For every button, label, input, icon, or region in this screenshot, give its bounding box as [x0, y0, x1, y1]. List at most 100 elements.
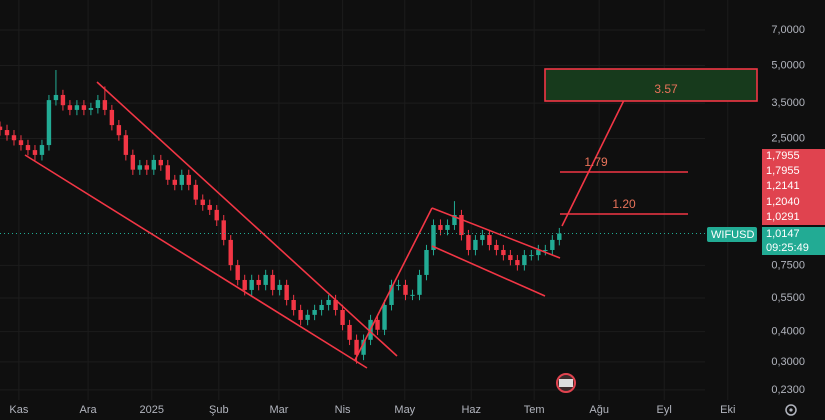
candle-body [95, 100, 101, 109]
candle-body [480, 235, 485, 240]
flag-icon[interactable] [556, 373, 576, 393]
symbol-tag: WIFUSD [711, 229, 754, 241]
y-tick-label: 0,7500 [771, 259, 805, 271]
candle-body [494, 245, 499, 250]
candle-body [25, 145, 31, 151]
symbol-tag-bg [707, 227, 757, 242]
candle-body [165, 165, 170, 180]
candle-body [214, 209, 219, 221]
last-price-tag-bg [762, 227, 825, 255]
candle-body [249, 279, 254, 290]
candle-body [74, 105, 80, 110]
x-tick-label: Eyl [657, 404, 672, 416]
drawings: 3.57 1.79 1.20 [24, 68, 758, 369]
price-tags: 1,7955 1,7955 1,2141 1,2040 1,0291 WIFUS… [707, 149, 825, 255]
x-tick-label: 2025 [139, 404, 163, 416]
candle-body [347, 324, 352, 340]
flag [559, 379, 573, 387]
x-tick-label: Tem [524, 404, 545, 416]
settings-icon[interactable] [785, 404, 797, 416]
candle-body [333, 299, 338, 311]
candle-body [431, 225, 436, 250]
candle-body [137, 165, 143, 170]
candle-body [424, 249, 429, 275]
candle-body [11, 135, 17, 141]
candle-body [228, 239, 233, 266]
candle-body [354, 339, 359, 355]
candle-body [326, 299, 331, 305]
x-tick-label: Eki [720, 404, 735, 416]
y-tick-label: 0,5500 [771, 292, 805, 304]
candle-body [144, 165, 150, 170]
x-tick-label: Haz [461, 404, 481, 416]
candle-body [4, 130, 10, 136]
y-tick-label: 0,3000 [771, 356, 805, 368]
y-tick-label: 5,0000 [771, 59, 805, 71]
candle-body [515, 260, 520, 266]
candle-body [158, 159, 164, 166]
candle-body [221, 220, 226, 240]
candle-body [319, 304, 324, 311]
gear-center [789, 408, 793, 412]
candle-body [508, 255, 513, 261]
candle-body [529, 255, 534, 257]
candle-body [39, 145, 45, 155]
candle-body [410, 294, 415, 296]
price-tag: 1,0291 [766, 211, 800, 223]
candle-body [445, 225, 450, 230]
candle-body [32, 150, 38, 155]
candle-body [536, 249, 541, 256]
x-tick-label: Şub [209, 404, 229, 416]
candle-body [466, 235, 471, 250]
target-box [544, 68, 758, 102]
candle-body [550, 239, 555, 250]
y-tick-label: 7,0000 [771, 24, 805, 36]
candle-body [270, 274, 275, 290]
trend-line [96, 81, 398, 357]
trend-line [354, 207, 433, 361]
gear[interactable] [785, 404, 797, 416]
candle-body [305, 314, 310, 320]
y-tick-label: 0,2300 [771, 384, 805, 396]
candle-body [263, 274, 268, 285]
y-tick-label: 2,5000 [771, 132, 805, 144]
candle-body [256, 279, 261, 285]
candle-body [172, 179, 177, 185]
x-tick-label: May [394, 404, 415, 416]
candle-body [501, 249, 506, 256]
candle-body [207, 205, 212, 210]
price-tag-bg [762, 149, 825, 225]
candle-body [193, 184, 198, 200]
last-price: 1,0147 [766, 228, 800, 240]
candle-body [67, 105, 73, 110]
candle-body [452, 214, 457, 226]
candle-body [473, 239, 478, 250]
annotation: 3.57 [654, 82, 678, 96]
trend-line [431, 207, 561, 259]
candle-body [130, 154, 136, 170]
annotation: 1.20 [612, 197, 636, 211]
countdown: 09:25:49 [766, 242, 809, 254]
candle-body [522, 255, 527, 266]
candle-body [417, 274, 422, 295]
candle-body [389, 284, 394, 305]
candle-body [403, 284, 408, 295]
candle-body [151, 159, 157, 170]
candle-body [60, 94, 66, 106]
x-tick-label: Ara [80, 404, 98, 416]
candle-body [88, 108, 94, 110]
x-tick-label: Mar [269, 404, 288, 416]
candle-body [557, 233, 562, 240]
grid [0, 0, 729, 400]
trend-line [561, 87, 631, 227]
price-tag: 1,7955 [766, 165, 800, 177]
candle-body [459, 214, 464, 236]
candle-body [277, 284, 282, 290]
candle-body [18, 140, 24, 146]
y-tick-label: 3,5000 [771, 97, 805, 109]
candle-body [375, 319, 380, 330]
candle-body [361, 339, 366, 355]
x-tick-label: Nis [335, 404, 351, 416]
